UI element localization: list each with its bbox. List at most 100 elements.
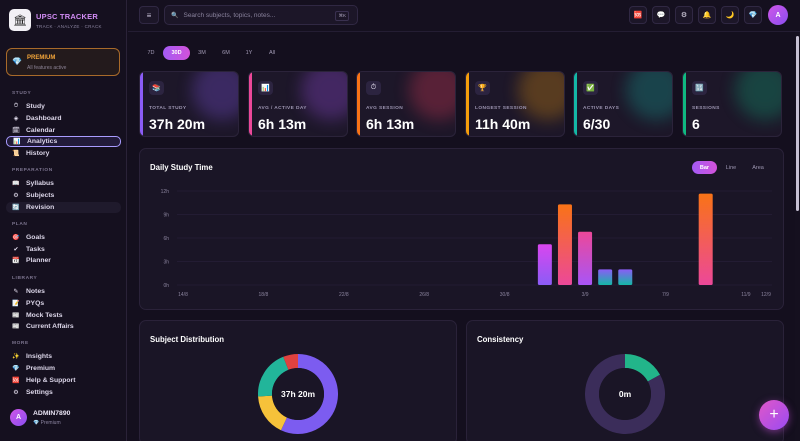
brand[interactable]: 🏛 UPSC TRACKER TRACK · ANALYZE · CRACK	[9, 9, 102, 31]
newspaper-icon: 📰	[12, 324, 20, 330]
add-fab-button[interactable]: +	[759, 400, 789, 430]
range-30d[interactable]: 30D	[163, 46, 190, 60]
brand-subtitle: TRACK · ANALYZE · CRACK	[36, 23, 102, 29]
premium-card[interactable]: 💎 PREMIUM All features active	[6, 48, 120, 76]
bar-2-9[interactable]	[557, 204, 572, 285]
avatar[interactable]: A	[768, 5, 788, 25]
sidebar-item-revision[interactable]: 🔄 Revision	[6, 202, 121, 213]
donut-slice[interactable]	[258, 356, 289, 397]
timer-icon: ⏱	[13, 103, 19, 109]
menu-button[interactable]: ≡	[139, 6, 159, 24]
bar-4-9[interactable]	[598, 269, 613, 285]
search-input[interactable]: 🔍 Search subjects, topics, notes... ⌘K	[164, 5, 358, 25]
mode-area[interactable]: Area	[752, 164, 764, 171]
stat-value: 37h 20m	[149, 116, 206, 132]
premium-button[interactable]: 💎	[744, 6, 762, 24]
sidebar-item-current-affairs[interactable]: 📰 Current Affairs	[6, 321, 121, 332]
sidebar-item-mock-tests[interactable]: 📰 Mock Tests	[6, 310, 121, 321]
pencil-icon: ✎	[13, 289, 19, 295]
bar-1-9[interactable]	[537, 244, 552, 285]
scrollbar-thumb[interactable]	[796, 36, 799, 211]
daily-study-panel: Daily Study Time Bar Line Area	[139, 148, 784, 310]
range-all[interactable]: All	[268, 50, 276, 56]
mode-line[interactable]: Line	[725, 164, 737, 171]
mode-bar[interactable]: Bar	[692, 161, 717, 174]
stat-label: LONGEST SESSION	[475, 106, 527, 111]
range-7d[interactable]: 7D	[147, 50, 155, 56]
stat-label: ACTIVE DAYS	[583, 106, 620, 111]
stat-card-avg-session: ⏱ AVG SESSION 6h 13m	[356, 71, 456, 137]
sidebar-item-label: Goals	[26, 234, 45, 241]
sidebar-item-calendar[interactable]: 🗓 Calendar	[6, 125, 121, 136]
sidebar-item-notes[interactable]: ✎ Notes	[6, 286, 121, 297]
donut-slice[interactable]	[280, 354, 338, 434]
book-icon: 📖	[12, 181, 20, 187]
x-tick-label: 22/8	[339, 292, 349, 298]
range-6m[interactable]: 6M	[222, 50, 230, 56]
timer-icon: ⏱	[366, 81, 381, 95]
nav-section-preparation: PREPARATION	[12, 168, 53, 173]
hamburger-icon: ≡	[146, 10, 152, 20]
subject-distribution-donut: 37h 20m	[258, 354, 338, 434]
theme-button[interactable]: 🌙	[721, 6, 739, 24]
bar-9-9[interactable]	[698, 193, 713, 285]
sidebar-item-goals[interactable]: 🎯 Goals	[6, 232, 121, 243]
stat-value: 6	[692, 116, 700, 132]
donut-slice[interactable]	[283, 354, 299, 370]
donut-center-label: 37h 20m	[281, 389, 315, 399]
user-plan: 💎 Premium	[33, 420, 70, 426]
check-icon: ✔	[13, 247, 19, 253]
sidebar-item-label: Tasks	[26, 246, 45, 253]
sidebar-item-help[interactable]: 🆘 Help & Support	[6, 375, 121, 386]
stat-label: TOTAL STUDY	[149, 106, 187, 111]
nav-section-plan: PLAN	[12, 222, 28, 227]
x-tick-label: 3/9	[582, 292, 589, 298]
donut-slice[interactable]	[585, 354, 665, 434]
x-tick-label: 26/8	[419, 292, 429, 298]
stat-value: 6h 13m	[366, 116, 415, 132]
sidebar-item-syllabus[interactable]: 📖 Syllabus	[6, 178, 121, 189]
stat-card-active-days: ✅ ACTIVE DAYS 6/30	[573, 71, 673, 137]
numbers-icon: 🔢	[692, 81, 707, 95]
newspaper-icon: 📰	[12, 313, 20, 319]
sidebar-item-dashboard[interactable]: ◈ Dashboard	[6, 113, 121, 124]
target-icon: 🎯	[12, 235, 20, 241]
premium-subtitle: All features active	[27, 65, 67, 71]
x-tick-label: 30/8	[500, 292, 510, 298]
stat-glow	[518, 72, 564, 120]
bar-5-9[interactable]	[618, 269, 633, 285]
notifications-button[interactable]: 🔔	[698, 6, 716, 24]
sidebar-item-label: Planner	[26, 257, 51, 264]
sidebar-item-planner[interactable]: 📆 Planner	[6, 255, 121, 266]
donut-slice[interactable]	[624, 354, 661, 382]
range-3m[interactable]: 3M	[198, 50, 206, 56]
user-name: ADMIN7890	[33, 409, 71, 417]
stat-label: AVG SESSION	[366, 106, 404, 111]
stat-accent	[574, 72, 577, 136]
range-1y[interactable]: 1Y	[245, 50, 253, 56]
bar-3-9[interactable]	[578, 231, 593, 285]
y-tick-label: 3h	[163, 260, 169, 266]
refresh-icon: 🔄	[12, 205, 20, 211]
stat-value: 6h 13m	[258, 116, 307, 132]
sidebar-item-tasks[interactable]: ✔ Tasks	[6, 244, 121, 255]
x-tick-label: 18/8	[259, 292, 269, 298]
chat-button[interactable]: 💬	[652, 6, 670, 24]
settings-button[interactable]: ⚙	[675, 6, 693, 24]
sos-button[interactable]: 🆘	[629, 6, 647, 24]
sidebar-item-study[interactable]: ⏱ Study	[6, 101, 121, 112]
sidebar-item-pyqs[interactable]: 📝 PYQs	[6, 298, 121, 309]
sidebar-item-label: Calendar	[26, 127, 56, 134]
sidebar-item-history[interactable]: 📜 History	[6, 148, 121, 159]
history-icon: 📜	[12, 151, 20, 157]
sidebar-item-analytics[interactable]: 📊 Analytics	[6, 136, 121, 147]
donut-slice[interactable]	[258, 395, 288, 431]
scrollbar-track[interactable]	[795, 32, 800, 441]
sidebar-item-premium[interactable]: 💎 Premium	[6, 363, 121, 374]
user-profile[interactable]: A ADMIN7890 💎 Premium	[10, 409, 70, 426]
sidebar-item-subjects[interactable]: ⚙ Subjects	[6, 190, 121, 201]
sidebar-item-settings[interactable]: ⚙ Settings	[6, 387, 121, 398]
topbar: ≡ 🔍 Search subjects, topics, notes... ⌘K…	[128, 0, 800, 32]
diamond-icon: 💎	[12, 366, 20, 372]
sidebar-item-insights[interactable]: ✨ Insights	[6, 351, 121, 362]
